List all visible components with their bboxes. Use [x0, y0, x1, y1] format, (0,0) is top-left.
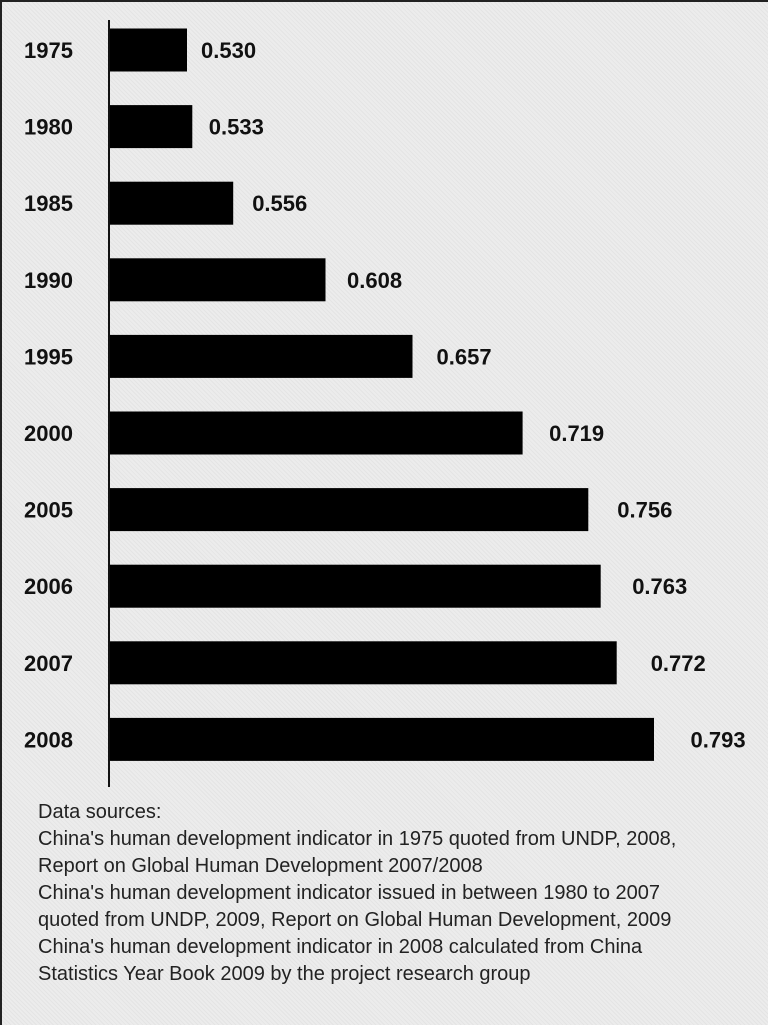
category-label-2000: 2000	[24, 421, 73, 446]
bar-1990	[109, 258, 326, 302]
value-label-2000: 0.719	[549, 421, 604, 446]
data-sources-heading: Data sources:	[38, 801, 162, 823]
data-source-line: China's human development indicator issu…	[38, 882, 661, 904]
value-label-1975: 0.530	[201, 38, 256, 63]
value-label-2007: 0.772	[651, 651, 706, 676]
value-label-1980: 0.533	[209, 115, 264, 140]
data-source-line: China's human development indicator in 1…	[38, 828, 677, 850]
bar-1975	[109, 28, 187, 72]
bar-2000	[109, 411, 523, 455]
bar-2005	[109, 488, 589, 532]
bar-2007	[109, 641, 617, 685]
category-label-2006: 2006	[24, 574, 73, 599]
value-label-2006: 0.763	[632, 574, 687, 599]
value-label-1990: 0.608	[347, 268, 402, 293]
category-label-2008: 2008	[24, 727, 73, 752]
data-sources-note: Data sources: China's human development …	[38, 799, 766, 988]
data-source-line: Statistics Year Book 2009 by the project…	[38, 963, 531, 985]
bar-2008	[109, 717, 654, 761]
bar-2006	[109, 564, 601, 608]
category-label-1985: 1985	[24, 191, 73, 216]
category-label-2007: 2007	[24, 651, 73, 676]
value-label-1995: 0.657	[437, 344, 492, 369]
hdi-bar-chart: 1975 0.530 1980 0.533 1985 0.556 1990 0.608 1995…	[24, 20, 746, 787]
bar-1985	[109, 181, 234, 225]
data-source-line: China's human development indicator in 2…	[38, 936, 643, 958]
value-label-2005: 0.756	[617, 498, 672, 523]
bar-1980	[109, 105, 193, 149]
value-label-2008: 0.793	[691, 727, 746, 752]
category-label-1995: 1995	[24, 344, 73, 369]
category-label-1980: 1980	[24, 115, 73, 140]
data-source-line: Report on Global Human Development 2007/…	[38, 855, 483, 877]
value-label-1985: 0.556	[252, 191, 307, 216]
bar-1995	[109, 334, 413, 378]
category-label-1975: 1975	[24, 38, 73, 63]
data-source-line: quoted from UNDP, 2009, Report on Global…	[38, 909, 672, 931]
category-label-1990: 1990	[24, 268, 73, 293]
category-label-2005: 2005	[24, 498, 73, 523]
